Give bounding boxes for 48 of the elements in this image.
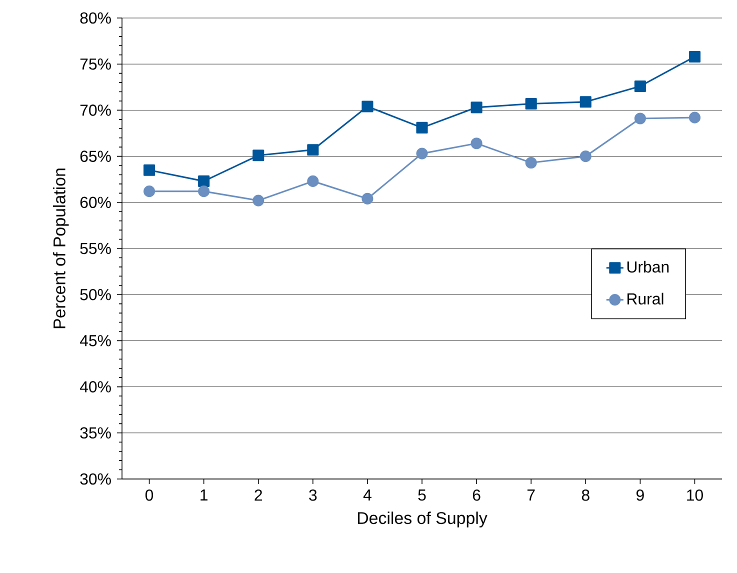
x-tick-label: 0	[145, 490, 154, 501]
y-tick-label: 75%	[80, 58, 111, 70]
y-tick-label: 55%	[80, 242, 111, 254]
y-tick-label: 60%	[80, 196, 111, 208]
point	[525, 156, 537, 169]
point	[634, 112, 646, 124]
x-tick-label: 7	[527, 490, 535, 500]
x-tick-label: 6	[472, 490, 480, 501]
point	[688, 112, 701, 124]
x-tick-label: 2	[254, 490, 262, 501]
x-tick-label: 8	[582, 490, 590, 501]
point	[634, 80, 646, 92]
point	[470, 102, 482, 114]
point	[470, 138, 482, 150]
x-tick-label: 9	[636, 490, 644, 501]
x-tick-label: 10	[687, 490, 703, 501]
point	[525, 98, 537, 110]
point	[252, 150, 264, 162]
y-tick-label: 80%	[80, 12, 111, 24]
legend-label: Urban	[627, 260, 669, 273]
legend-label: Rural	[628, 292, 664, 305]
y-tick-label: 65%	[80, 150, 111, 162]
x-tick-label: 3	[309, 490, 317, 501]
y-tick-label: 35%	[80, 427, 111, 439]
point	[416, 148, 428, 160]
point	[307, 144, 319, 156]
point	[362, 100, 374, 112]
y-tick-label: 50%	[80, 288, 111, 300]
y-tick-label: 30%	[80, 473, 111, 485]
point	[362, 192, 374, 204]
x-tick-label: 5	[418, 490, 426, 501]
y-tick-label: 45%	[80, 335, 111, 346]
y-tick-label: 70%	[80, 104, 111, 116]
point	[307, 175, 319, 187]
x-axis-title: Deciles of Supply	[358, 512, 488, 528]
x-tick-label: 1	[200, 490, 208, 500]
point	[580, 96, 592, 108]
x-tick-label: 4	[363, 490, 372, 500]
point	[688, 50, 701, 63]
point	[580, 150, 592, 162]
y-axis-title: Percent of Population	[52, 168, 69, 328]
point	[198, 175, 210, 187]
point	[198, 186, 210, 198]
point	[143, 164, 156, 176]
point	[252, 194, 264, 206]
point	[143, 186, 156, 198]
y-tick-label: 40%	[80, 381, 111, 392]
point	[416, 122, 428, 134]
